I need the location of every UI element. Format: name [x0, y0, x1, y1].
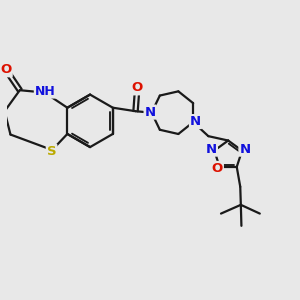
Text: N: N	[145, 106, 156, 118]
Text: S: S	[47, 145, 56, 158]
Text: NH: NH	[35, 85, 56, 98]
Text: O: O	[1, 63, 12, 76]
Text: N: N	[190, 115, 201, 128]
Text: N: N	[206, 143, 217, 156]
Text: N: N	[239, 143, 250, 156]
Text: O: O	[131, 81, 142, 94]
Text: O: O	[212, 162, 223, 175]
